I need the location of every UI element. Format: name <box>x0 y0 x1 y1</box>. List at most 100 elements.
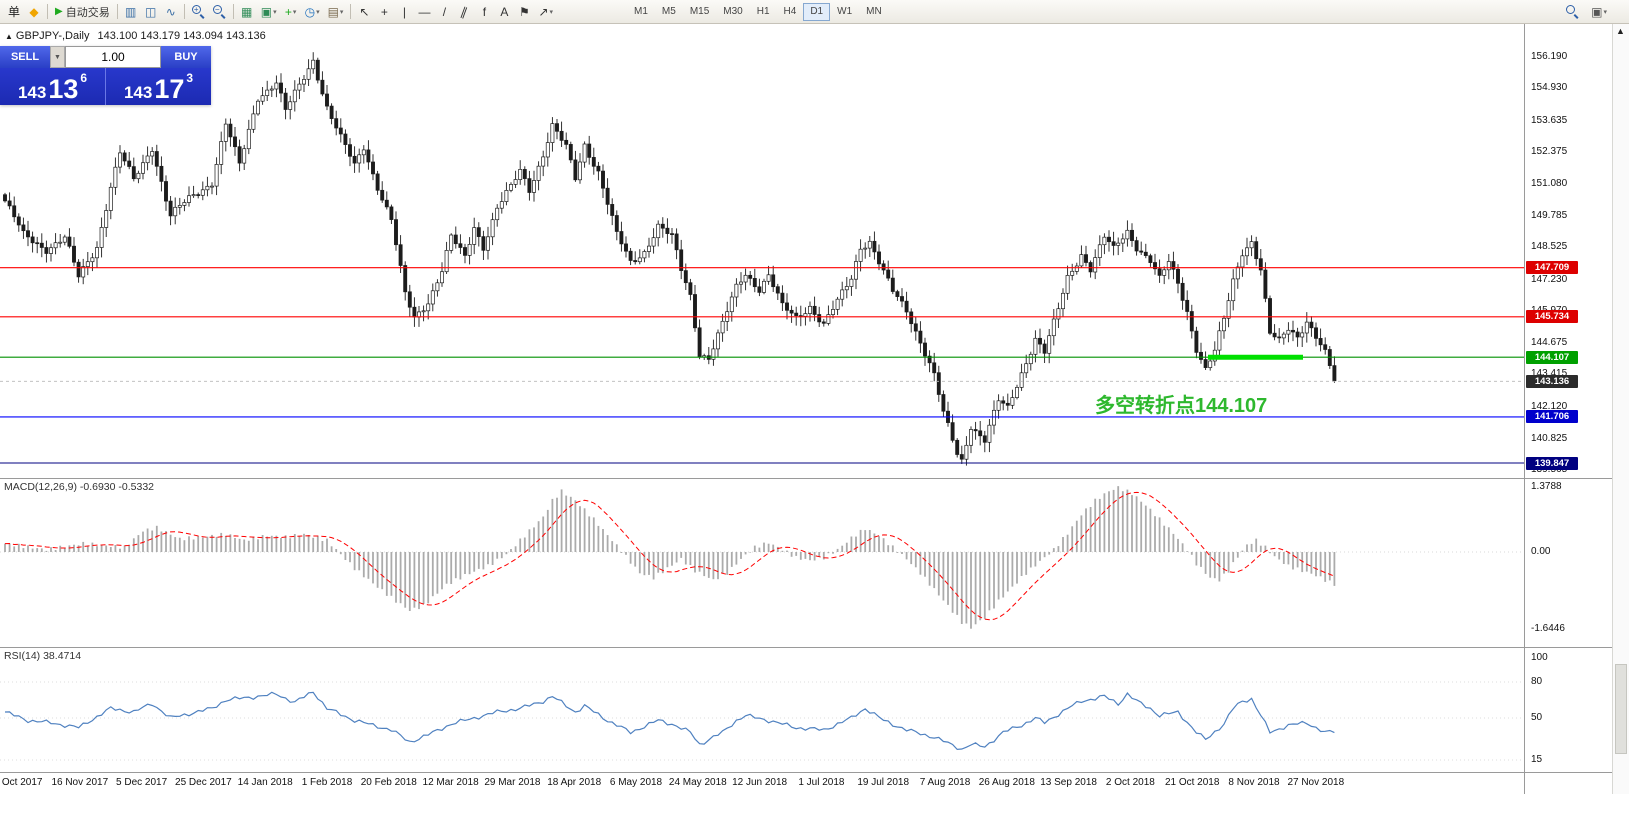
scrollbar-thumb[interactable] <box>1615 664 1627 754</box>
price-chart-svg[interactable]: 多空转折点144.107 <box>0 24 1524 478</box>
buy-price-display[interactable]: 143 17 3 <box>106 68 211 105</box>
data-window-dropdown-arrow: ▾ <box>1603 8 1607 16</box>
volume-input[interactable] <box>65 46 161 68</box>
price-axis-label: 143.415 <box>1531 368 1568 379</box>
equidistant-channel-icon[interactable]: ∥ <box>454 2 474 22</box>
main-toolbar: 单 ◆ ▶ 自动交易 ▥ ◫ ∿ + − ▦ ▣ ▾ + ▾ ◷ ▾ ▤ ▾ ↖ + | — / ∥ f A ⚑ ↗ ▾ … <box>0 0 1629 24</box>
periods-dropdown-arrow: ▾ <box>316 8 320 16</box>
fibonacci-icon[interactable]: f <box>474 2 494 22</box>
trade-panel-divider <box>105 68 106 105</box>
date-label: 9 Oct 2017 <box>0 777 43 788</box>
shapes-dropdown-arrow: ▾ <box>549 8 554 16</box>
toolbar-separator <box>47 4 49 19</box>
scroll-up-icon[interactable]: ▲ <box>1616 26 1625 36</box>
indicators-icon[interactable]: + ▾ <box>281 2 301 22</box>
date-label: 1 Feb 2018 <box>301 777 353 788</box>
trade-panel-controls: SELL ▼ BUY <box>0 46 211 68</box>
new-order-icon[interactable]: ◆ <box>24 2 44 22</box>
cursor-icon[interactable]: ↖ <box>354 2 374 22</box>
price-tag: 144.107 <box>1526 351 1578 364</box>
trendline-glyph: / <box>442 4 447 19</box>
order-menu-label[interactable]: 单 <box>8 5 21 19</box>
sell-button[interactable]: SELL <box>0 46 50 68</box>
timeframe-button-w1[interactable]: W1 <box>830 3 859 21</box>
date-label: 27 Nov 2018 <box>1287 777 1345 788</box>
trendline-icon[interactable]: / <box>434 2 454 22</box>
zoom-in-icon[interactable]: + <box>188 2 209 22</box>
vertical-line-icon[interactable]: | <box>394 2 414 22</box>
date-label: 24 May 2018 <box>668 777 727 788</box>
autotrading-play-icon: ▶ <box>55 6 63 17</box>
templates-dropdown-arrow: ▾ <box>339 8 344 16</box>
timeframe-button-d1[interactable]: D1 <box>803 2 831 21</box>
buy-button[interactable]: BUY <box>161 46 211 68</box>
price-chart-panel[interactable]: 多空转折点144.107 ▲ GBPJPY-,Daily 143.100 143.… <box>0 24 1524 478</box>
one-click-trade-panel: SELL ▼ BUY 143 13 6 143 17 3 <box>0 46 211 105</box>
data-window-glyph: ▣ <box>1591 4 1603 19</box>
horizontal-levels-group <box>0 267 1524 464</box>
indicators-dropdown-arrow: ▾ <box>292 8 297 16</box>
shapes-icon[interactable]: ↗ ▾ <box>534 2 557 22</box>
text-tool-icon[interactable]: A <box>494 2 514 22</box>
timeframe-button-mn[interactable]: MN <box>859 3 889 21</box>
macd-histogram-group <box>4 486 1336 629</box>
date-label: 26 Aug 2018 <box>978 777 1035 788</box>
price-axis-label: 154.930 <box>1531 82 1568 93</box>
bar-chart-icon[interactable]: ▥ <box>121 2 141 22</box>
timeframe-button-h4[interactable]: H4 <box>777 3 804 21</box>
macd-svg[interactable] <box>0 479 1524 647</box>
text-tool-glyph: A <box>500 4 509 19</box>
buy-price-point: 3 <box>186 71 194 85</box>
data-window-icon[interactable]: ▣ ▾ <box>1587 2 1611 22</box>
shapes-glyph: ↗ <box>538 4 549 19</box>
date-label: 21 Oct 2018 <box>1164 777 1220 788</box>
rsi-axis-label: 100 <box>1531 652 1548 663</box>
crosshair-glyph: + <box>380 4 388 19</box>
zoom-out-icon[interactable]: − <box>209 2 230 22</box>
rsi-svg[interactable] <box>0 648 1524 772</box>
date-label: 14 Jan 2018 <box>237 777 293 788</box>
price-axis-label: 148.525 <box>1531 241 1568 252</box>
timeframe-button-m1[interactable]: M1 <box>627 3 655 21</box>
date-label: 13 Sep 2018 <box>1040 777 1097 788</box>
timeframe-button-h1[interactable]: H1 <box>750 3 777 21</box>
periods-icon[interactable]: ◷ ▾ <box>301 2 324 22</box>
volume-dropdown-arrow[interactable]: ▼ <box>50 46 65 68</box>
timeframe-button-m15[interactable]: M15 <box>683 3 716 21</box>
date-label: 2 Oct 2018 <box>1105 777 1155 788</box>
date-axis[interactable]: 9 Oct 2017 16 Nov 2017 5 Dec 2017 25 Dec 20… <box>0 772 1524 794</box>
sell-price-display[interactable]: 143 13 6 <box>0 68 105 105</box>
arrow-label-icon[interactable]: ⚑ <box>514 2 534 22</box>
timeframe-button-m5[interactable]: M5 <box>655 3 683 21</box>
panel-separator <box>1525 478 1613 479</box>
buy-price-pips: 17 <box>154 74 185 105</box>
new-chart-icon[interactable]: ▣ ▾ <box>257 2 281 22</box>
line-chart-icon[interactable]: ∿ <box>161 2 181 22</box>
new-chart-glyph: ▣ <box>260 4 273 19</box>
vertical-scrollbar[interactable]: ▲ <box>1612 24 1629 794</box>
price-axis-label: 156.190 <box>1531 51 1568 62</box>
autotrading-button[interactable]: ▶ 自动交易 <box>51 2 114 22</box>
templates-icon[interactable]: ▤ ▾ <box>324 2 348 22</box>
timeframe-button-m30[interactable]: M30 <box>716 3 749 21</box>
sell-price-pips: 13 <box>48 74 79 105</box>
horizontal-line-icon[interactable]: — <box>414 2 434 22</box>
tile-windows-icon[interactable]: ▦ <box>237 2 257 22</box>
candlestick-chart-icon[interactable]: ◫ <box>141 2 161 22</box>
crosshair-icon[interactable]: + <box>374 2 394 22</box>
collapse-arrow-icon[interactable]: ▲ <box>5 32 13 41</box>
rsi-label: RSI(14) 38.4714 <box>4 650 82 662</box>
templates-glyph: ▤ <box>327 4 339 19</box>
date-label: 5 Dec 2017 <box>116 777 168 788</box>
arrow-label-glyph: ⚑ <box>519 4 530 19</box>
equidistant-channel-glyph: ∥ <box>459 3 470 20</box>
chart-type-group: ▥ ◫ ∿ <box>121 2 181 22</box>
timeframe-group: M1 M5 M15 M30 H1 H4 D1 W1 MN <box>627 2 889 21</box>
rsi-indicator-panel[interactable]: RSI(14) 38.4714 <box>0 647 1524 772</box>
search-icon[interactable] <box>1562 2 1583 22</box>
price-axis-label: 151.080 <box>1531 178 1568 189</box>
price-axis-column[interactable]: 156.190 154.930 153.635 152.375 151.080 149.7… <box>1524 24 1613 794</box>
rsi-line <box>4 691 1335 751</box>
macd-indicator-panel[interactable]: MACD(12,26,9) -0.6930 -0.5332 <box>0 478 1524 647</box>
